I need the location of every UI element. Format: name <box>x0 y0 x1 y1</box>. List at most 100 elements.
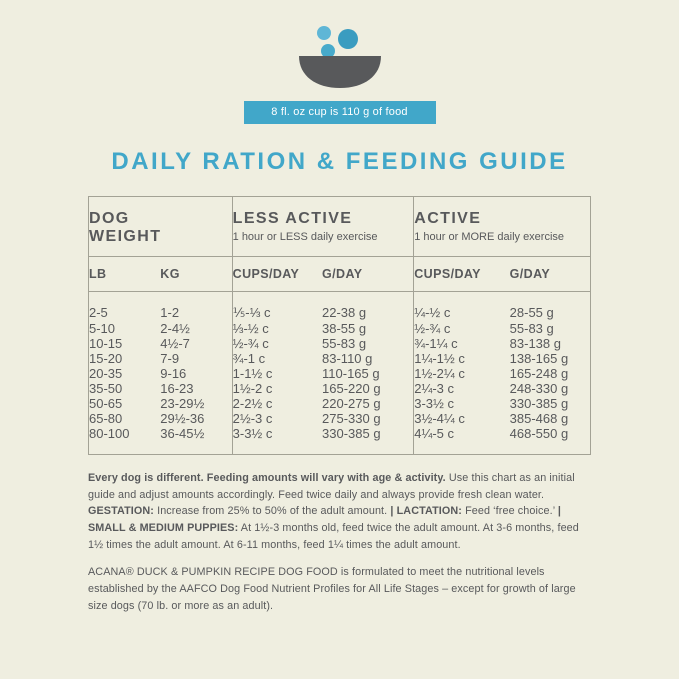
footnote-text-4: At 1½-3 months old, feed twice the adult… <box>88 521 579 551</box>
footnote-text-2: Increase from 25% to 50% of the adult am… <box>157 505 388 518</box>
table-group-header-row: DOG WEIGHT LESS ACTIVE 1 hour or LESS da… <box>88 196 591 257</box>
less-active-title: LESS ACTIVE <box>232 210 353 227</box>
col-group-less-active: LESS ACTIVE 1 hour or LESS daily exercis… <box>231 196 414 257</box>
cell-cups-less: ⅓-½ c <box>231 320 323 336</box>
cell-g-active: 83-138 g <box>509 335 561 351</box>
cell-kg: 23-29½ <box>160 395 205 411</box>
cell-g-less: 165-220 g <box>322 380 381 396</box>
lactation-label: | LACTATION: <box>390 505 462 518</box>
active-title: ACTIVE <box>414 210 482 227</box>
cell-kg: 29½-36 <box>160 410 205 426</box>
cell-kg: 4½-7 <box>160 335 190 351</box>
cell-lb: 20-35 <box>89 365 123 381</box>
cell-kg: 1-2 <box>160 304 180 320</box>
cell-g-active: 248-330 g <box>509 380 569 396</box>
col-header-g-less: G/DAY <box>322 256 414 292</box>
active-subtitle: 1 hour or MORE daily exercise <box>414 231 565 243</box>
dog-weight-title: DOG WEIGHT <box>89 210 162 246</box>
table-row: 10-15 4½-7 ½-¾ c 55-83 g ¾-1¼ c 83-138 g <box>89 335 591 351</box>
cell-g-less: 275-330 g <box>322 410 381 426</box>
cell-cups-less: 2½-3 c <box>231 410 323 426</box>
footnotes: Every dog is different. Feeding amounts … <box>88 470 591 615</box>
cell-cups-active: ½-¾ c <box>413 320 500 336</box>
col-header-cups-active: CUPS/DAY <box>413 256 500 292</box>
cell-cups-less: 3-3½ c <box>231 425 323 455</box>
cell-lb: 10-15 <box>89 335 123 351</box>
cell-g-active: 165-248 g <box>509 365 569 381</box>
table-row: 80-100 36-45½ 3-3½ c 330-385 g 4¼-5 c 46… <box>89 425 591 455</box>
cell-g-active: 330-385 g <box>509 395 569 411</box>
cell-g-active: 55-83 g <box>509 320 554 336</box>
footnote-text-3: Feed ‘free choice.’ <box>465 505 555 518</box>
cell-cups-less: 1½-2 c <box>231 380 323 396</box>
cell-g-active: 138-165 g <box>509 350 569 366</box>
cell-cups-less: ½-¾ c <box>231 335 323 351</box>
less-active-subtitle: 1 hour or LESS daily exercise <box>232 231 378 243</box>
gestation-label: GESTATION: <box>88 505 154 518</box>
cell-lb: 35-50 <box>89 380 123 396</box>
cell-lb: 15-20 <box>89 350 123 366</box>
cell-cups-active: 4¼-5 c <box>413 425 500 455</box>
cell-kg: 2-4½ <box>160 320 190 336</box>
cell-lb: 50-65 <box>89 395 123 411</box>
cell-lb: 2-5 <box>89 304 108 320</box>
kibble-bowl-icon <box>290 24 390 97</box>
cell-cups-active: 3½-4¼ c <box>413 410 500 426</box>
cell-cups-active: 3-3½ c <box>413 395 500 411</box>
kibble-dot-medium <box>320 44 335 58</box>
cell-kg: 16-23 <box>160 380 194 396</box>
cell-cups-active: 1½-2¼ c <box>413 365 500 381</box>
cell-cups-less: ¾-1 c <box>231 350 323 366</box>
table-row: 20-35 9-16 1-1½ c 110-165 g 1½-2¼ c 165-… <box>89 365 591 381</box>
cell-g-less: 220-275 g <box>322 395 381 411</box>
cell-g-less: 38-55 g <box>322 320 367 336</box>
table-row: 35-50 16-23 1½-2 c 165-220 g 2¼-3 c 248-… <box>89 380 591 396</box>
col-header-kg: KG <box>160 256 233 292</box>
cell-g-less: 22-38 g <box>322 304 367 320</box>
cell-g-less: 83-110 g <box>322 350 373 366</box>
cell-kg: 36-45½ <box>160 425 205 441</box>
table-row: 15-20 7-9 ¾-1 c 83-110 g 1¼-1½ c 138-165… <box>89 350 591 366</box>
cell-g-active: 468-550 g <box>509 425 569 441</box>
cell-g-active: 385-468 g <box>509 410 569 426</box>
col-group-active: ACTIVE 1 hour or MORE daily exercise <box>413 196 591 257</box>
footnote-bold-intro: Every dog is different. Feeding amounts … <box>88 471 446 484</box>
cell-cups-less: 2-2½ c <box>231 395 323 411</box>
col-header-cups-less: CUPS/DAY <box>231 256 323 292</box>
cell-cups-less: ⅕-⅓ c <box>231 291 323 321</box>
cell-cups-active: ¼-½ c <box>413 291 500 321</box>
page-title: DAILY RATION & FEEDING GUIDE <box>111 148 568 175</box>
cell-cups-active: 1¼-1½ c <box>413 350 500 366</box>
table-row: 50-65 23-29½ 2-2½ c 220-275 g 3-3½ c 330… <box>89 395 591 411</box>
cell-kg: 9-16 <box>160 365 187 381</box>
cell-lb: 65-80 <box>89 410 123 426</box>
cell-g-active: 28-55 g <box>509 304 554 320</box>
footnote-aafco: ACANA® DUCK & PUMPKIN RECIPE DOG FOOD is… <box>88 566 576 612</box>
table-row: 65-80 29½-36 2½-3 c 275-330 g 3½-4¼ c 38… <box>89 410 591 426</box>
kibble-dot-small <box>316 26 331 40</box>
puppies-label: | SMALL & MEDIUM PUPPIES: <box>88 505 562 534</box>
cell-lb: 80-100 <box>89 425 130 441</box>
cell-cups-less: 1-1½ c <box>231 365 323 381</box>
bowl-shape <box>298 56 381 88</box>
feeding-table: DOG WEIGHT LESS ACTIVE 1 hour or LESS da… <box>88 196 591 455</box>
cell-cups-active: 2¼-3 c <box>413 380 500 396</box>
footnote-text-1: Use this chart as an initial guide and a… <box>88 471 575 501</box>
col-group-dog-weight: DOG WEIGHT <box>88 196 233 257</box>
table-row: 5-10 2-4½ ⅓-½ c 38-55 g ½-¾ c 55-83 g <box>89 320 591 336</box>
col-header-lb: LB <box>88 256 161 292</box>
cup-equivalence-text: 8 fl. oz cup is 110 g of food <box>271 106 408 118</box>
cell-g-less: 110-165 g <box>322 365 380 381</box>
cell-kg: 7-9 <box>160 350 180 366</box>
table-column-header-row: LB KG CUPS/DAY G/DAY CUPS/DAY G/DAY <box>88 256 591 292</box>
cell-lb: 5-10 <box>89 320 116 336</box>
footnote-feeding: Every dog is different. Feeding amounts … <box>88 470 591 554</box>
cell-g-less: 330-385 g <box>322 425 381 441</box>
cell-cups-active: ¾-1¼ c <box>413 335 500 351</box>
kibble-dot-large <box>337 29 358 49</box>
table-row: 2-5 1-2 ⅕-⅓ c 22-38 g ¼-½ c 28-55 g <box>89 291 591 321</box>
cell-g-less: 55-83 g <box>322 335 367 351</box>
col-header-g-active: G/DAY <box>499 256 591 292</box>
cup-equivalence-banner: 8 fl. oz cup is 110 g of food <box>243 101 436 124</box>
